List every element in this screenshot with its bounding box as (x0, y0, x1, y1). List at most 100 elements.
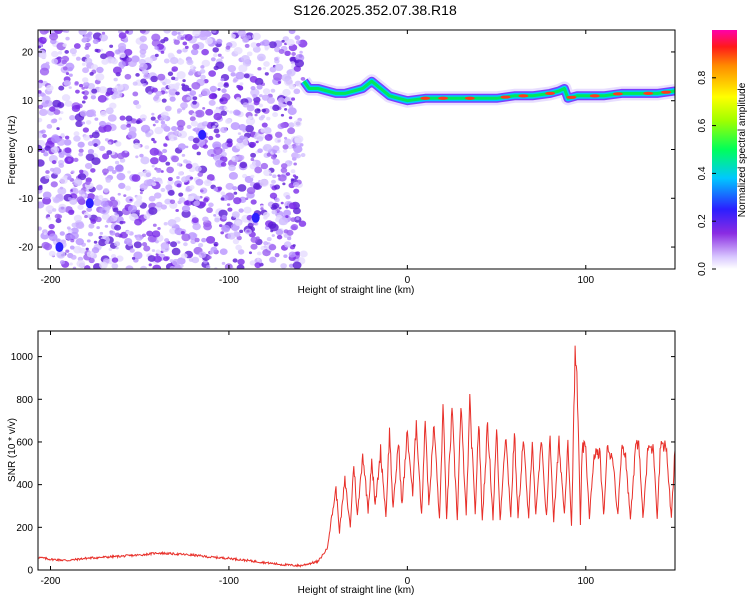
noise-blob (119, 158, 126, 163)
ridge-hotspot (464, 96, 475, 100)
noise-blob (97, 95, 107, 103)
noise-blob (91, 247, 100, 254)
noise-blob (105, 178, 112, 183)
noise-blob (254, 262, 262, 269)
noise-blob (64, 30, 70, 34)
noise-blob (219, 98, 224, 102)
noise-blob (56, 127, 60, 131)
noise-blob (102, 153, 110, 160)
noise-blob (59, 231, 65, 236)
noise-blob (171, 30, 178, 36)
noise-blob (163, 143, 168, 147)
noise-blob (223, 83, 230, 88)
noise-blob (124, 150, 128, 154)
noise-blob (263, 126, 272, 134)
noise-blob (120, 124, 128, 130)
noise-blob (181, 153, 186, 157)
noise-blob (96, 145, 101, 149)
noise-blob (90, 64, 99, 71)
noise-blob (47, 217, 52, 221)
noise-blob (261, 94, 270, 101)
noise-blob (201, 88, 211, 96)
noise-blob (281, 74, 291, 82)
noise-blob (193, 66, 197, 70)
noise-blob (75, 120, 83, 128)
noise-blob (46, 124, 53, 129)
noise-blob (135, 120, 141, 125)
noise-blob (101, 213, 110, 220)
noise-blob (139, 191, 143, 195)
noise-blob (166, 166, 175, 174)
noise-blob (243, 73, 250, 79)
noise-blob (262, 88, 271, 95)
noise-blob (81, 121, 86, 125)
noise-blob (250, 236, 258, 243)
noise-blob (255, 140, 259, 144)
noise-blob (78, 247, 86, 254)
noise-blob (98, 195, 104, 200)
noise-blob (233, 230, 238, 235)
noise-blob (155, 168, 162, 174)
noise-blob (45, 170, 50, 174)
noise-blob (232, 238, 240, 245)
noise-region (38, 30, 308, 269)
snr-xlabel: Height of straight line (km) (298, 585, 415, 596)
noise-blob (230, 122, 240, 130)
colorbar-tick-label: 0.2 (697, 214, 708, 228)
noise-blob (169, 96, 176, 102)
noise-blob (263, 241, 269, 246)
noise-blob (133, 99, 140, 106)
noise-blob (107, 165, 114, 172)
noise-blob (169, 259, 174, 263)
noise-blob (38, 226, 42, 231)
noise-blob (188, 258, 194, 262)
noise-blob (140, 265, 148, 269)
noise-blob (220, 110, 228, 116)
noise-blob (62, 43, 67, 48)
noise-blob (111, 169, 117, 174)
noise-blob (164, 198, 172, 205)
noise-blob (146, 230, 154, 237)
noise-blob (133, 251, 143, 260)
noise-blob (124, 185, 132, 191)
noise-blob (51, 135, 61, 144)
noise-blob (237, 249, 245, 255)
noise-blob (84, 265, 91, 269)
noise-blob (250, 199, 257, 205)
noise-blob (163, 221, 168, 226)
noise-blob (176, 58, 185, 65)
spectrogram-xtick-label: 0 (405, 275, 411, 286)
noise-blob (282, 182, 286, 186)
noise-hotspot (55, 242, 64, 253)
noise-blob (225, 45, 231, 50)
noise-blob (42, 196, 52, 205)
noise-blob (181, 176, 189, 183)
noise-blob (135, 104, 142, 109)
noise-blob (266, 237, 272, 242)
noise-blob (85, 42, 91, 48)
noise-blob (83, 211, 89, 216)
noise-blob (192, 96, 198, 101)
noise-blob (59, 260, 66, 265)
ridge-hotspot (612, 92, 623, 96)
noise-blob (152, 264, 162, 269)
noise-blob (77, 204, 84, 210)
noise-blob (280, 113, 285, 117)
noise-blob (139, 30, 146, 34)
noise-blob (84, 57, 93, 65)
noise-blob (175, 82, 181, 87)
noise-blob (81, 77, 89, 83)
noise-blob (203, 179, 212, 187)
noise-blob (147, 91, 152, 95)
noise-blob (271, 209, 278, 215)
noise-blob (150, 157, 159, 165)
noise-blob (249, 260, 256, 266)
noise-blob (159, 254, 163, 258)
noise-blob (299, 250, 308, 258)
noise-blob (74, 81, 79, 85)
noise-blob (136, 209, 141, 213)
noise-blob (219, 224, 223, 228)
ridge-hotspot (518, 94, 529, 98)
noise-blob (114, 232, 121, 238)
noise-blob (191, 112, 197, 117)
